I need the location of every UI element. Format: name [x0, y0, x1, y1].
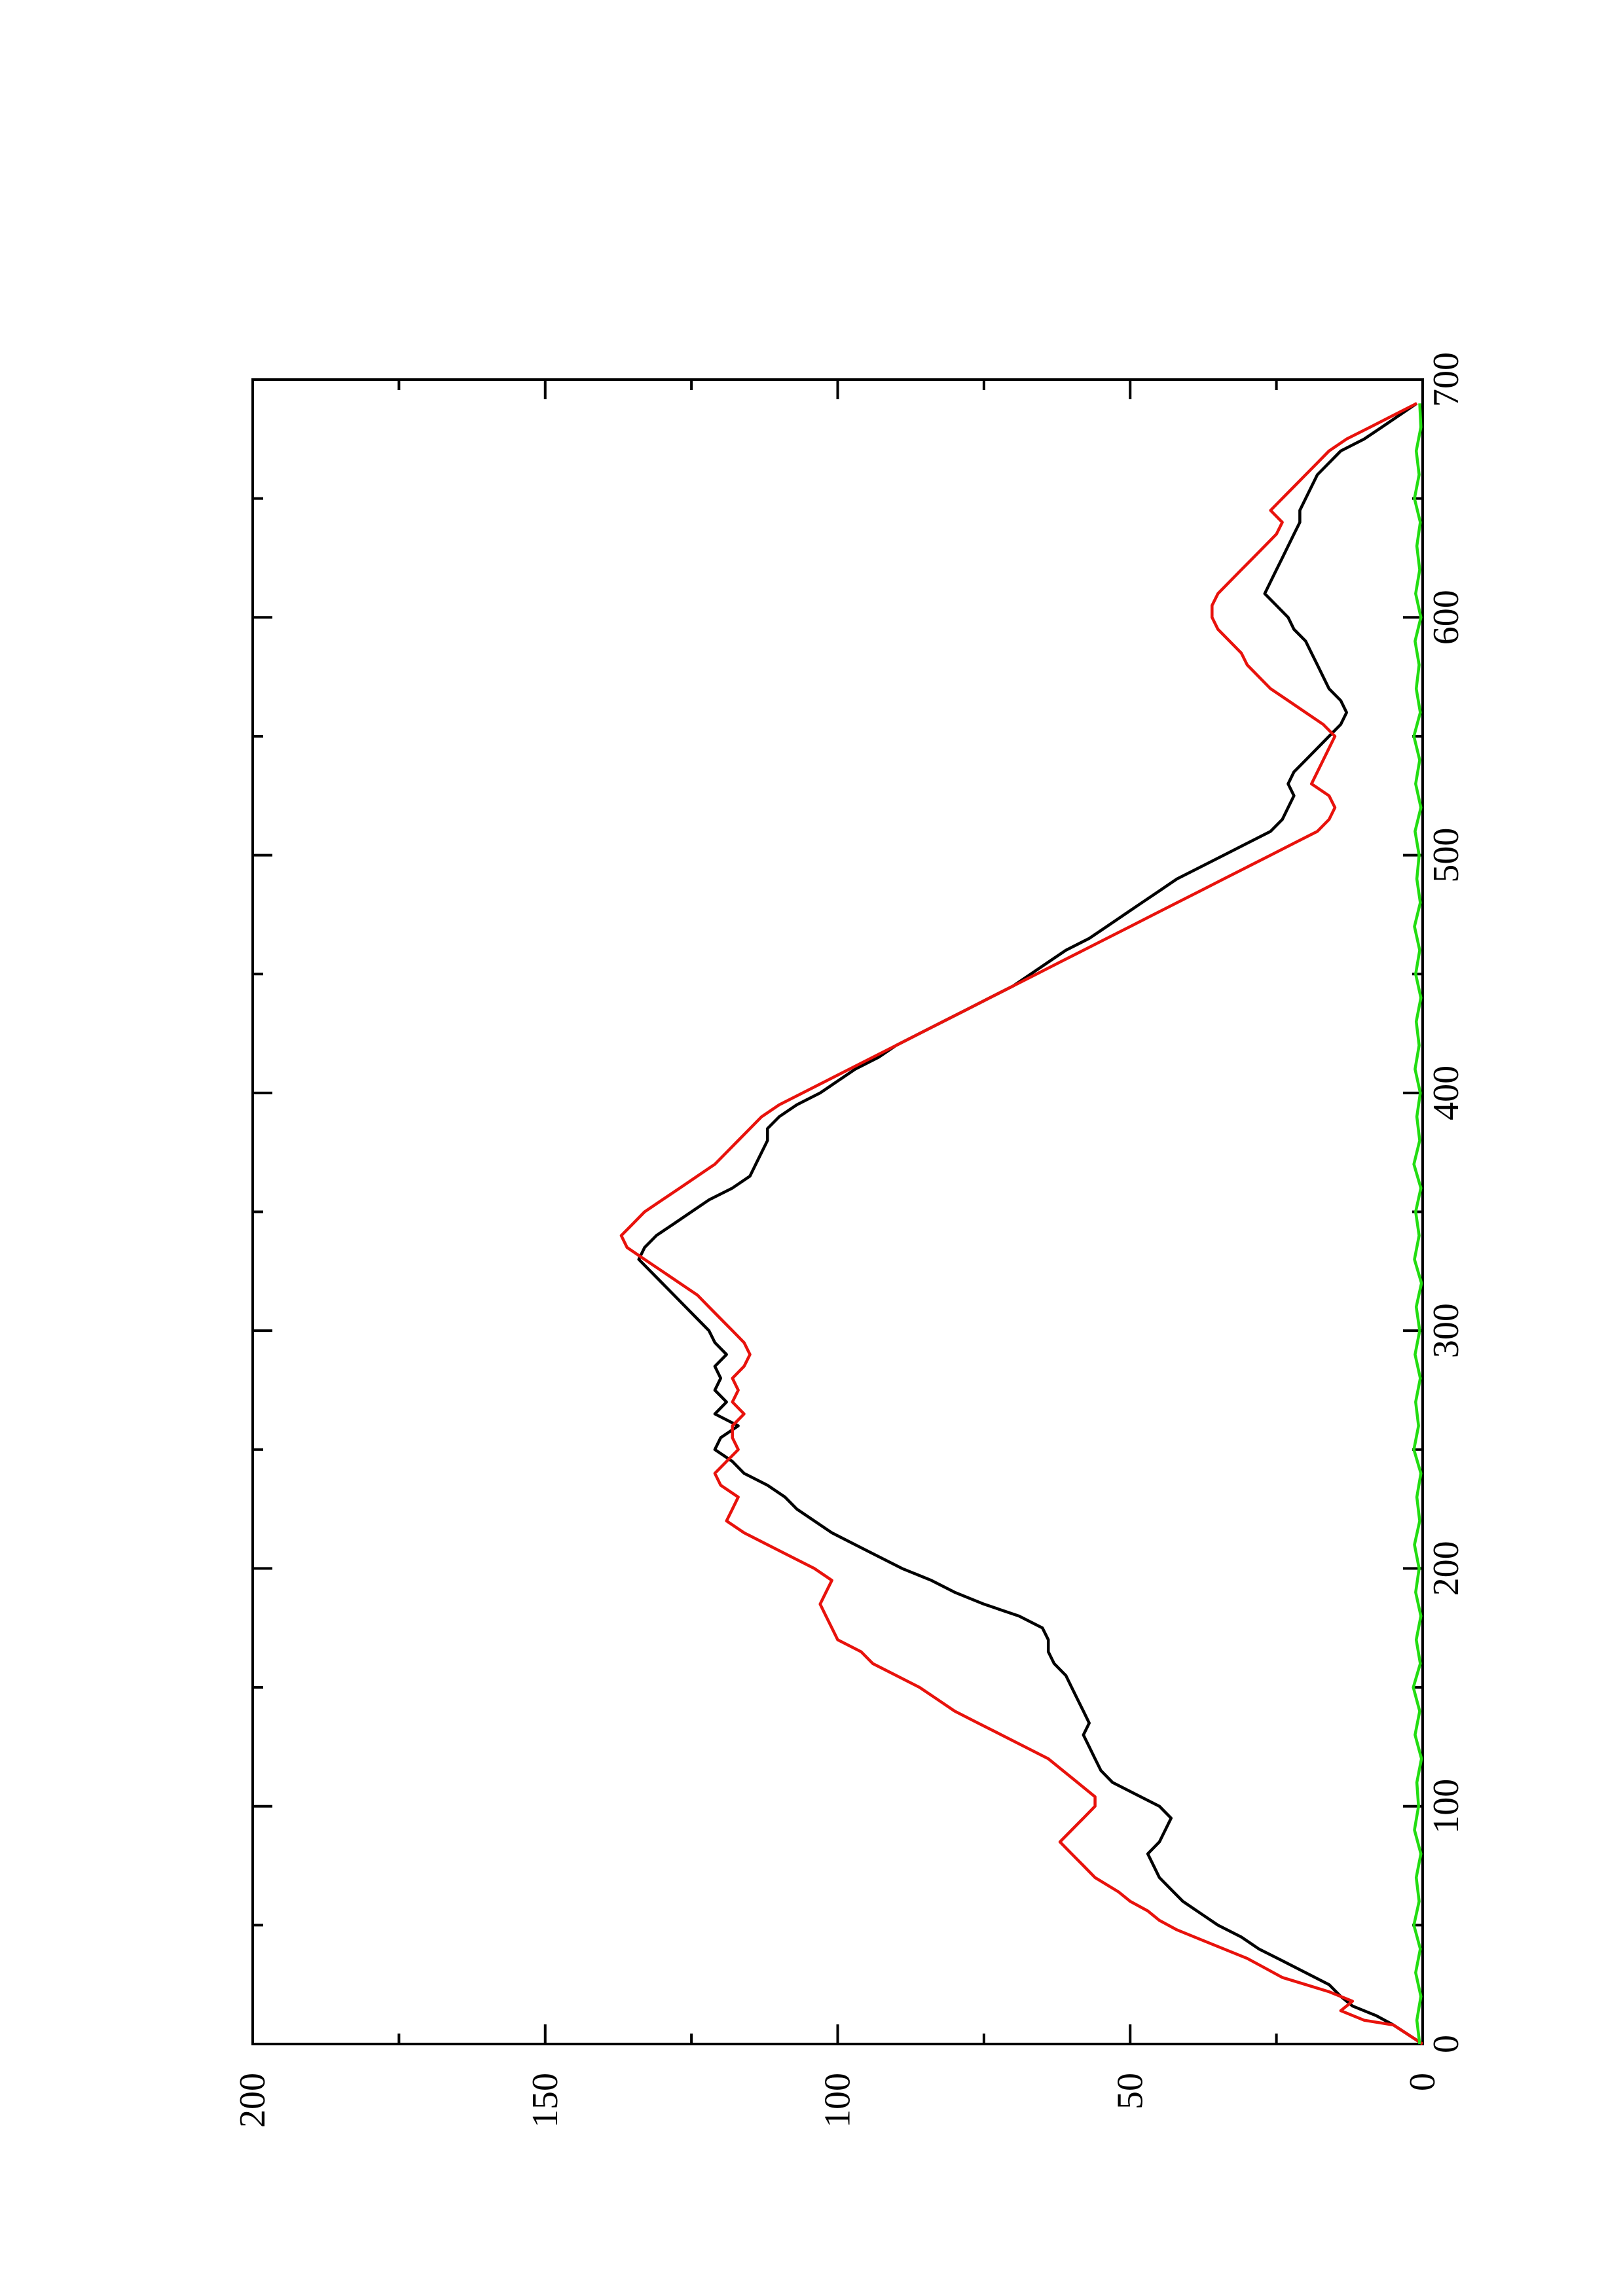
x-tick-label: 0: [1426, 2035, 1467, 2053]
series-line-1: [637, 402, 1424, 2045]
x-tick-label: 600: [1426, 590, 1467, 645]
plot-frame: [251, 378, 1424, 2045]
y-tick-label: 200: [232, 2073, 273, 2128]
y-tick-label: 150: [525, 2073, 566, 2128]
x-tick-label: 700: [1426, 352, 1467, 407]
y-tick-label: 100: [818, 2073, 858, 2128]
x-tick-label: 300: [1426, 1303, 1467, 1358]
series-layer: [619, 402, 1424, 2045]
x-tick-label: 500: [1426, 828, 1467, 883]
x-tick-label: 200: [1426, 1541, 1467, 1596]
y-tick-label: 50: [1110, 2073, 1150, 2109]
series-line-3: [1412, 403, 1423, 2045]
x-axis: 0 100 200 300 400 500 600 700: [253, 352, 1467, 2053]
series-line-2: [619, 402, 1424, 2045]
y-axis: 0 50 100 150 200: [232, 380, 1443, 2128]
x-tick-label: 400: [1426, 1066, 1467, 1121]
y-tick-label: 0: [1402, 2073, 1443, 2091]
x-tick-label: 100: [1426, 1779, 1467, 1834]
